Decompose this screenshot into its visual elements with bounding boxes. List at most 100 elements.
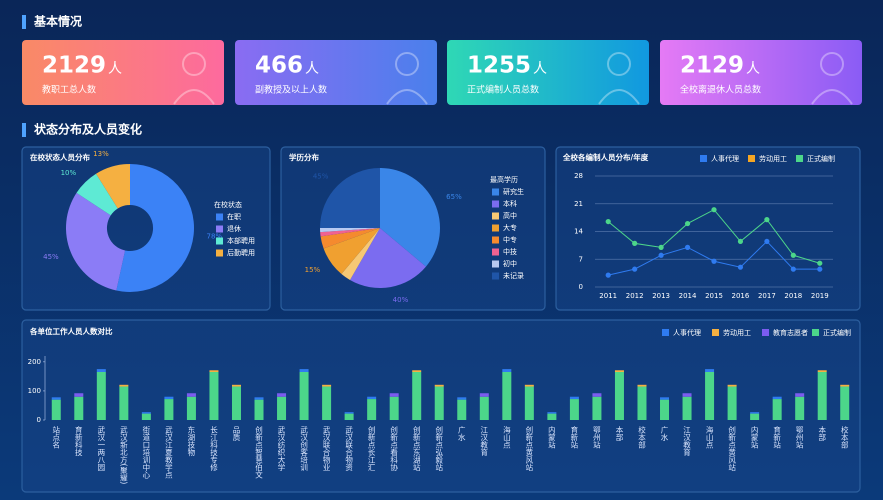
- card-icon: [395, 52, 419, 76]
- x-tick-label: 鄂州站: [795, 426, 804, 450]
- line-point: [632, 266, 638, 272]
- y-tick-label: 200: [28, 358, 41, 366]
- x-tick-label: 武汉纺织大学: [277, 425, 286, 472]
- legend-swatch: [492, 200, 499, 208]
- legend-label: 大专: [503, 223, 517, 232]
- bar-segment: [682, 396, 692, 420]
- card-icon: [607, 52, 631, 76]
- y-tick-label: 21: [574, 200, 583, 208]
- legend-swatch: [762, 329, 769, 336]
- legend-label: 初中: [503, 259, 517, 268]
- card-icon: [182, 52, 206, 76]
- x-tick-label: 创新点长江汇: [367, 425, 376, 472]
- x-tick-label: 海山点: [705, 425, 714, 450]
- y-tick-label: 7: [579, 255, 583, 263]
- bar-segment: [186, 393, 196, 397]
- x-tick-label: 广水: [457, 425, 466, 442]
- bar-segment: [479, 396, 489, 420]
- line-point: [817, 266, 823, 272]
- bar-segment: [772, 399, 782, 420]
- bar-segment: [164, 399, 174, 420]
- bar-segment: [772, 396, 782, 400]
- slice-label: 15%: [305, 266, 321, 274]
- slice-label: 45%: [43, 253, 59, 261]
- bar-segment: [547, 412, 557, 414]
- bar-segment: [209, 370, 219, 372]
- bar-segment: [277, 393, 287, 397]
- pie-slice: [323, 228, 380, 274]
- x-tick-label: 内蒙站: [750, 425, 759, 450]
- slice-label: 10%: [61, 169, 77, 177]
- bar-segment: [569, 396, 579, 400]
- bar-segment: [254, 399, 264, 420]
- legend-swatch: [662, 329, 669, 336]
- x-tick-label: 创新点东湖站: [412, 425, 421, 473]
- pie-slice: [116, 164, 194, 292]
- bar-segment: [367, 396, 377, 400]
- x-tick-label: 创新点看科协: [389, 425, 398, 473]
- legend-swatch: [492, 236, 499, 244]
- bar-segment: [524, 386, 534, 420]
- bar-segment: [569, 399, 579, 420]
- bar-segment: [299, 372, 309, 420]
- bar-segment: [186, 396, 196, 420]
- legend-title: 最高学历: [490, 175, 518, 184]
- bar-segment: [817, 370, 827, 372]
- line-point: [632, 240, 638, 246]
- bar-segment: [457, 397, 467, 400]
- x-tick-label: 海山点: [502, 425, 511, 450]
- x-tick-label: 武汉一两八园: [97, 425, 106, 473]
- card-label: 正式编制人员总数: [467, 84, 539, 96]
- bar-segment: [74, 396, 84, 420]
- bar-segment: [322, 386, 332, 420]
- x-tick-label: 街道口培训中心: [142, 425, 151, 479]
- line-point: [764, 217, 770, 223]
- legend-swatch: [712, 329, 719, 336]
- legend-swatch: [700, 155, 707, 162]
- x-tick-label: 武汉新北方(聚耀): [119, 425, 128, 485]
- card-unit: 人: [746, 61, 760, 77]
- x-tick-label: 2015: [705, 292, 723, 300]
- pie-slice: [380, 168, 441, 267]
- line-point: [658, 252, 664, 258]
- bar-segment: [209, 372, 219, 420]
- line-point: [658, 244, 664, 250]
- bar-segment: [705, 369, 715, 372]
- slice-label: 78%: [207, 232, 223, 240]
- legend-label: 中专: [503, 235, 517, 244]
- legend-swatch: [492, 248, 499, 256]
- bar-segment: [727, 384, 737, 387]
- slice-label: 40%: [393, 296, 409, 304]
- card: [235, 40, 437, 105]
- x-tick-label: 武汉创客培训: [299, 425, 308, 473]
- bar-segment: [231, 386, 241, 420]
- bar-segment: [705, 372, 715, 420]
- bar-segment: [389, 393, 399, 397]
- legend-swatch: [216, 213, 223, 221]
- legend-label: 高中: [503, 211, 517, 220]
- bar-segment: [547, 413, 557, 420]
- panel-title: 在校状态人员分布: [30, 152, 90, 162]
- y-tick-label: 0: [37, 416, 41, 424]
- card: [22, 40, 224, 105]
- y-tick-label: 100: [28, 387, 41, 395]
- section-marker: [22, 15, 26, 29]
- card-unit: 人: [533, 61, 547, 77]
- legend-swatch: [492, 260, 499, 268]
- line-point: [605, 272, 611, 278]
- pie-slice: [320, 168, 380, 228]
- bar-segment: [502, 369, 512, 372]
- x-tick-label: 东湖技物: [187, 425, 196, 458]
- x-tick-label: 2012: [626, 292, 644, 300]
- x-tick-label: 江汉教育: [682, 426, 691, 458]
- bar-segment: [637, 384, 647, 387]
- bar-segment: [502, 372, 512, 420]
- x-tick-label: 长江科技专修: [209, 425, 218, 473]
- x-tick-label: 2019: [811, 292, 829, 300]
- legend-label: 未记录: [503, 271, 524, 280]
- x-tick-label: 鄂州站: [592, 426, 601, 450]
- section-marker: [22, 123, 26, 137]
- line-point: [605, 218, 611, 225]
- card: [660, 40, 862, 105]
